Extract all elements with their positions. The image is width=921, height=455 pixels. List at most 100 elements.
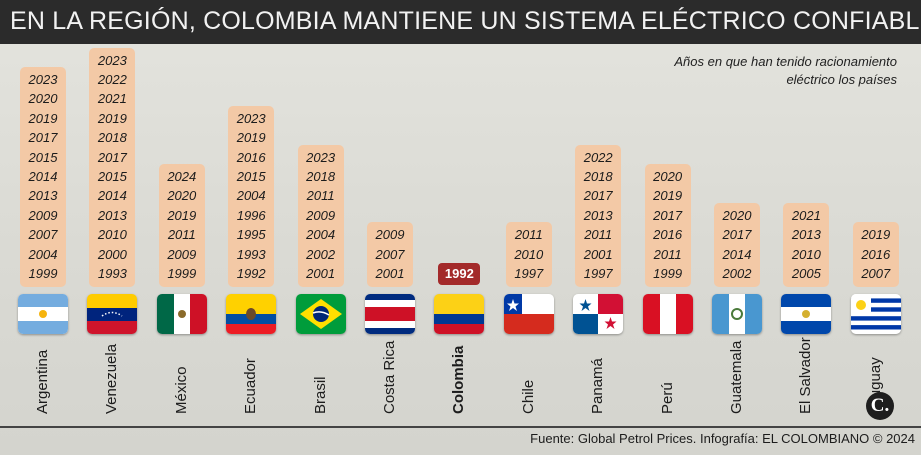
year-label: 2009 (167, 246, 197, 262)
el-salvador-flag-icon (781, 294, 832, 334)
country-label-peru: Perú (658, 382, 676, 414)
chile-flag-icon (503, 294, 554, 334)
year-label: 2013 (97, 207, 127, 223)
year-label: 2014 (722, 246, 752, 262)
year-label: 2007 (375, 246, 405, 262)
year-column-peru (644, 164, 691, 287)
year-label: 2004 (306, 227, 336, 243)
year-label: 2013 (583, 207, 613, 223)
year-label: 2004 (236, 188, 266, 204)
year-label: 2023 (28, 72, 58, 87)
country-label-mexico: México (172, 366, 190, 414)
year-label: 2023 (306, 149, 336, 165)
year-label: 2023 (97, 52, 127, 68)
year-label: 2013 (28, 188, 58, 204)
year-label: 2023 (236, 110, 266, 126)
title-bar: EN LA REGIÓN, COLOMBIA MANTIENE UN SISTE… (0, 0, 921, 44)
year-label: 2011 (584, 227, 613, 243)
year-label: 2011 (653, 246, 682, 262)
year-label: 1999 (28, 266, 58, 281)
year-label: 2021 (97, 91, 127, 107)
year-label: 1993 (236, 246, 266, 262)
year-label: 2017 (583, 188, 613, 204)
year-label: 2001 (583, 246, 613, 262)
country-label-guatemala: Guatemala (728, 340, 745, 414)
year-label: 2010 (514, 246, 544, 262)
source-credit: Fuente: Global Petrol Prices. Infografía… (530, 431, 915, 446)
year-label: 2007 (861, 266, 891, 281)
year-label: 2009 (375, 227, 405, 243)
year-label: 2019 (653, 188, 683, 204)
el-colombiano-logo: C. (866, 392, 894, 420)
argentina-flag-icon (18, 294, 68, 334)
year-label: 1995 (236, 227, 266, 243)
year-label: 2002 (306, 246, 336, 262)
year-label: 1993 (97, 266, 127, 281)
year-label: 1996 (236, 207, 266, 223)
page-title: EN LA REGIÓN, COLOMBIA MANTIENE UN SISTE… (10, 7, 921, 35)
year-label: 2022 (583, 149, 613, 165)
year-label: 2018 (97, 130, 127, 146)
year-label: 1999 (167, 266, 197, 281)
colombia-flag-icon (434, 294, 485, 334)
year-column-argentina (20, 67, 66, 287)
peru-flag-icon (642, 294, 693, 334)
guatemala-flag-icon (712, 294, 762, 334)
year-label: 2001 (375, 266, 405, 281)
year-label: 2013 (791, 227, 821, 243)
country-label-costa-rica: Costa Rica (381, 340, 398, 414)
country-label-el-salvador: El Salvador (797, 337, 815, 414)
year-label: 2002 (722, 266, 752, 281)
year-column-brasil (297, 144, 344, 287)
year-label: 1997 (514, 266, 544, 281)
year-label: 2020 (653, 169, 683, 184)
year-label: 2017 (722, 227, 752, 243)
year-label: 2017 (97, 149, 127, 165)
year-label: 2021 (791, 207, 821, 223)
year-badge-colombia: 1992 (438, 263, 481, 285)
year-label: 2009 (28, 207, 58, 223)
year-column-guatemala (714, 202, 760, 287)
year-column-el-salvador (783, 202, 830, 287)
year-label: 2011 (514, 227, 543, 243)
year-label: 2017 (653, 207, 683, 223)
footer-rule (0, 426, 921, 428)
year-label: 2024 (167, 169, 197, 184)
country-label-colombia: Colombia (450, 345, 468, 414)
year-label: 2019 (97, 110, 127, 126)
year-label: 2007 (28, 227, 58, 243)
year-label: 2019 (236, 130, 266, 146)
year-label: 2019 (861, 227, 891, 243)
panama-flag-icon (573, 294, 624, 334)
year-label: 2018 (306, 169, 336, 184)
year-column-costa-rica (367, 222, 413, 287)
year-label: 2001 (306, 266, 336, 281)
year-label: 1992 (236, 266, 266, 281)
country-label-chile: Chile (519, 379, 537, 414)
year-label: 2009 (306, 207, 336, 223)
mexico-flag-icon (156, 294, 207, 334)
year-label: 2010 (791, 246, 821, 262)
ecuador-flag-icon (226, 294, 277, 334)
year-column-mexico (158, 164, 205, 287)
year-label: 2011 (306, 188, 335, 204)
year-column-venezuela (89, 47, 136, 287)
country-label-venezuela: Venezuela (103, 343, 121, 414)
chart-note: Años en que han tenido racionamiento elé… (674, 54, 897, 87)
year-label: 2004 (28, 246, 58, 262)
uruguay-flag-icon (850, 294, 901, 334)
year-label: 2018 (583, 169, 613, 184)
year-label: 2020 (167, 188, 197, 204)
year-label: 2014 (28, 169, 58, 184)
year-label: 2015 (28, 149, 58, 165)
year-label: 2016 (653, 227, 683, 243)
country-label-panama: Panamá (589, 358, 607, 414)
year-label: 2019 (167, 207, 197, 223)
year-label: 2011 (167, 227, 196, 243)
year-label: 2016 (861, 246, 891, 262)
costa-rica-flag-icon (365, 294, 415, 334)
country-label-ecuador: Ecuador (242, 358, 260, 414)
year-label: 2016 (236, 149, 266, 165)
year-label: 2015 (236, 169, 266, 184)
year-label: 1999 (653, 266, 683, 281)
